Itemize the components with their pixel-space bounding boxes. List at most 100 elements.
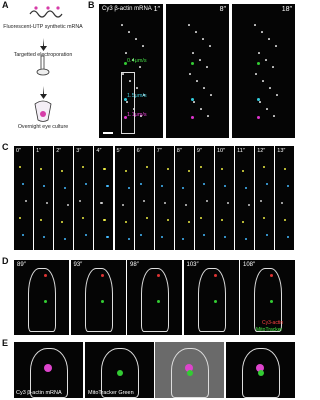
speed-label: 0.4μm/s xyxy=(127,58,147,64)
signal-dot xyxy=(132,59,134,61)
signal-dot xyxy=(125,52,127,54)
image-panel: 108″ xyxy=(240,260,295,335)
signal-dot xyxy=(145,166,148,169)
signal-dot xyxy=(40,168,43,171)
signal-dot xyxy=(46,202,49,205)
image-strip: 12″ xyxy=(255,146,275,250)
signal-dot xyxy=(124,62,127,65)
time-label: 18″ xyxy=(281,6,292,13)
signal-dot xyxy=(258,52,260,54)
time-label: 89″ xyxy=(17,262,26,268)
signal-dot xyxy=(191,98,194,101)
eye xyxy=(36,68,50,76)
image-panel: 18″ xyxy=(232,4,295,138)
signal-dot xyxy=(157,274,160,277)
time-label: 11″ xyxy=(237,148,245,154)
signal-dot xyxy=(121,204,124,207)
signal-dot xyxy=(270,274,273,277)
image-panel: 8″ xyxy=(166,4,229,138)
signal-dot xyxy=(185,364,193,372)
signal-dot xyxy=(255,364,264,372)
signal-dot xyxy=(257,62,260,65)
signal-dot xyxy=(116,370,123,376)
signal-dot xyxy=(22,234,25,237)
signal-dot xyxy=(195,31,197,33)
signal-dot xyxy=(133,108,135,110)
signal-dot xyxy=(265,59,267,61)
signal-dot xyxy=(263,166,266,169)
signal-dot xyxy=(139,66,141,68)
panel-label: B xyxy=(88,0,95,10)
roi-box xyxy=(121,72,135,134)
time-label: 5″ xyxy=(116,148,122,154)
arrow xyxy=(40,86,47,99)
utp-dot xyxy=(34,6,38,10)
signal-dot xyxy=(202,183,206,186)
signal-dot xyxy=(276,94,278,96)
signal-dot xyxy=(259,101,261,103)
signal-dot xyxy=(184,204,187,207)
image-strip: 2″ xyxy=(54,146,74,250)
image-strip: 8″ xyxy=(174,146,194,250)
image-strip: 3″ xyxy=(74,146,94,250)
signal-dot xyxy=(255,73,257,75)
signal-dot xyxy=(270,300,273,303)
signal-dot xyxy=(139,234,142,237)
signal-dot xyxy=(19,166,22,169)
signal-dot xyxy=(263,217,266,220)
signal-dot xyxy=(196,80,198,82)
signal-dot xyxy=(202,234,206,237)
signal-dot xyxy=(40,219,43,222)
speed-label: 1.5μm/s xyxy=(127,93,147,99)
signal-dot xyxy=(275,45,277,47)
signal-dot xyxy=(44,300,47,303)
time-label: 108″ xyxy=(243,262,256,268)
arrow xyxy=(40,38,47,51)
signal-dot xyxy=(187,370,193,376)
signal-dot xyxy=(103,168,106,171)
image-strip: 5″ xyxy=(114,146,134,250)
image-strip: 10″ xyxy=(215,146,234,250)
signal-dot xyxy=(160,236,163,239)
panel-label: C xyxy=(2,142,9,152)
cell-outline xyxy=(84,268,113,332)
signal-dot xyxy=(61,221,64,224)
signal-dot xyxy=(203,87,205,89)
signal-dot xyxy=(82,217,85,220)
signal-dot xyxy=(269,87,271,89)
cell-outline xyxy=(100,348,139,398)
time-label: 3″ xyxy=(76,148,82,154)
time-label: 98″ xyxy=(130,262,139,268)
time-label: 12″ xyxy=(257,148,266,154)
cell-outline xyxy=(28,268,56,332)
image-panel: 1″ xyxy=(99,4,163,138)
signal-dot xyxy=(227,202,230,205)
utp-dot xyxy=(56,6,60,10)
time-label: 0″ xyxy=(16,148,22,154)
mrna-drawing xyxy=(29,10,63,18)
image-strip: 7″ xyxy=(154,146,174,250)
signal-dot xyxy=(106,185,109,188)
signal-dot xyxy=(181,238,184,241)
signal-dot xyxy=(79,200,82,203)
signal-dot xyxy=(142,45,144,47)
signal-dot xyxy=(188,24,190,26)
signal-dot xyxy=(193,101,195,103)
signal-dot xyxy=(100,202,103,205)
panel-label: A xyxy=(2,0,9,10)
signal-dot xyxy=(19,217,22,220)
signal-dot xyxy=(100,300,104,303)
signal-dot xyxy=(67,204,70,207)
signal-dot xyxy=(143,94,145,96)
panel-label: D xyxy=(2,256,9,266)
time-label: 7″ xyxy=(156,148,162,154)
signal-dot xyxy=(145,217,148,220)
time-label: 8″ xyxy=(176,148,182,154)
signal-dot xyxy=(166,168,169,171)
signal-dot xyxy=(64,238,67,241)
signal-dot xyxy=(272,66,274,68)
time-label: 13″ xyxy=(277,148,286,154)
signal-dot xyxy=(242,221,245,224)
signal-dot xyxy=(273,115,275,117)
signal-dot xyxy=(191,62,194,65)
